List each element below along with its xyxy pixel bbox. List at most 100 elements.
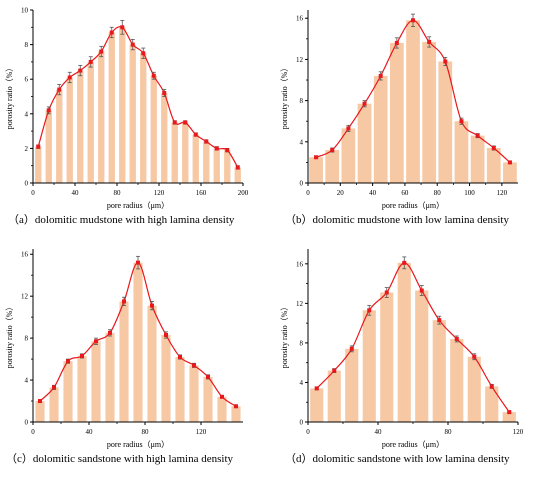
x-tick-label: 40 [72,189,80,197]
x-tick-label: 80 [445,428,453,436]
bar [56,89,63,183]
bar [422,41,437,183]
data-point [130,42,135,47]
bar [380,292,394,422]
bar [77,355,87,422]
data-point [36,144,41,149]
y-tick-label: 12 [21,293,29,301]
bar [213,148,220,183]
data-point [378,73,383,78]
data-point [362,101,367,106]
y-axis-label: porosity ratio（%） [280,303,289,369]
x-tick-label: 40 [375,428,383,436]
x-tick-label: 80 [434,189,442,197]
data-point [459,119,464,124]
markers-group [314,18,512,165]
bar [503,162,517,183]
data-point [151,73,156,78]
bar [192,134,199,183]
bar [467,356,481,422]
x-tick-label: 20 [337,189,345,197]
y-tick-label: 16 [296,260,304,268]
bars-group [35,27,241,183]
x-tick-label: 80 [114,189,122,197]
bar [150,75,157,183]
bar [35,401,45,422]
x-axis-label: pore radius（μm） [107,201,169,210]
bar [438,61,453,183]
y-tick-label: 8 [300,339,304,347]
bar [45,110,52,183]
chart-panel-c: 0 40 80 120 0 4 8 12 16 pore radius（μm） porosity r… [0,239,275,477]
y-tick-label: 4 [25,110,29,118]
chart-panel-b: 0 20 40 60 80 100 120 0 4 8 12 16 pore radius（μm） por… [275,0,550,238]
bar [325,150,340,183]
data-point [234,404,238,409]
bar [310,388,324,422]
data-point [346,126,351,131]
bar [406,20,420,183]
data-point [225,148,230,153]
bar [105,332,115,422]
bar [182,122,189,183]
y-axis-label: porosity ratio（%） [280,64,289,130]
data-point [46,108,51,113]
y-tick-label: 4 [25,377,29,385]
data-point [108,330,112,335]
bar [119,301,129,422]
data-point [141,51,146,56]
data-point [314,386,319,391]
y-tick-label: 10 [21,7,29,15]
x-tick-label: 200 [238,189,249,197]
chart-panel-d: 0 40 80 120 0 4 8 12 16 pore radius（μm） porosity r… [275,239,550,477]
x-axis-label: pore radius（μm） [107,440,169,449]
y-tick-label: 8 [25,335,29,343]
data-point [88,59,93,64]
y-axis-label: porosity ratio（%） [5,64,14,130]
bar [502,412,516,422]
y-axis-label: porosity ratio（%） [5,303,14,369]
x-tick-label: 0 [31,189,35,197]
data-point [80,353,84,358]
data-point [120,25,125,30]
bar [175,356,185,422]
markers-group [38,260,238,409]
bar [231,406,241,422]
data-point [314,155,319,160]
x-tick-label: 40 [86,428,94,436]
bar [119,27,126,183]
bar [389,42,404,184]
data-point [427,39,432,44]
chart-a-caption: （a）dolomitic mudstone with high lamina d… [8,214,235,226]
bar [345,348,359,422]
y-tick-label: 0 [300,419,304,427]
data-point [38,399,42,404]
x-axis-label: pore radius（μm） [382,440,444,449]
data-point [454,336,459,341]
bar [234,167,241,183]
y-tick-label: 2 [25,145,29,153]
bar [171,122,178,183]
data-point [78,68,83,73]
bar [133,262,143,422]
x-tick-label: 40 [369,189,377,197]
chart-panel-a: 0 40 80 120 160 200 0 2 4 6 8 10 pore radius（μm） poro… [0,0,275,238]
data-point [204,139,209,144]
bar [63,361,73,422]
bar [217,396,227,422]
y-tick-label: 6 [25,76,29,84]
y-tick-label: 0 [25,180,29,188]
bar [203,141,210,183]
bar [87,61,94,183]
bar [91,341,101,422]
data-point [402,260,407,265]
bar [486,147,501,183]
bar [341,128,356,183]
data-point [235,165,240,170]
bar [432,320,446,422]
data-point [206,374,210,379]
data-point [419,288,424,293]
markers-group [314,260,512,415]
data-point [489,384,494,389]
data-point [491,145,496,150]
